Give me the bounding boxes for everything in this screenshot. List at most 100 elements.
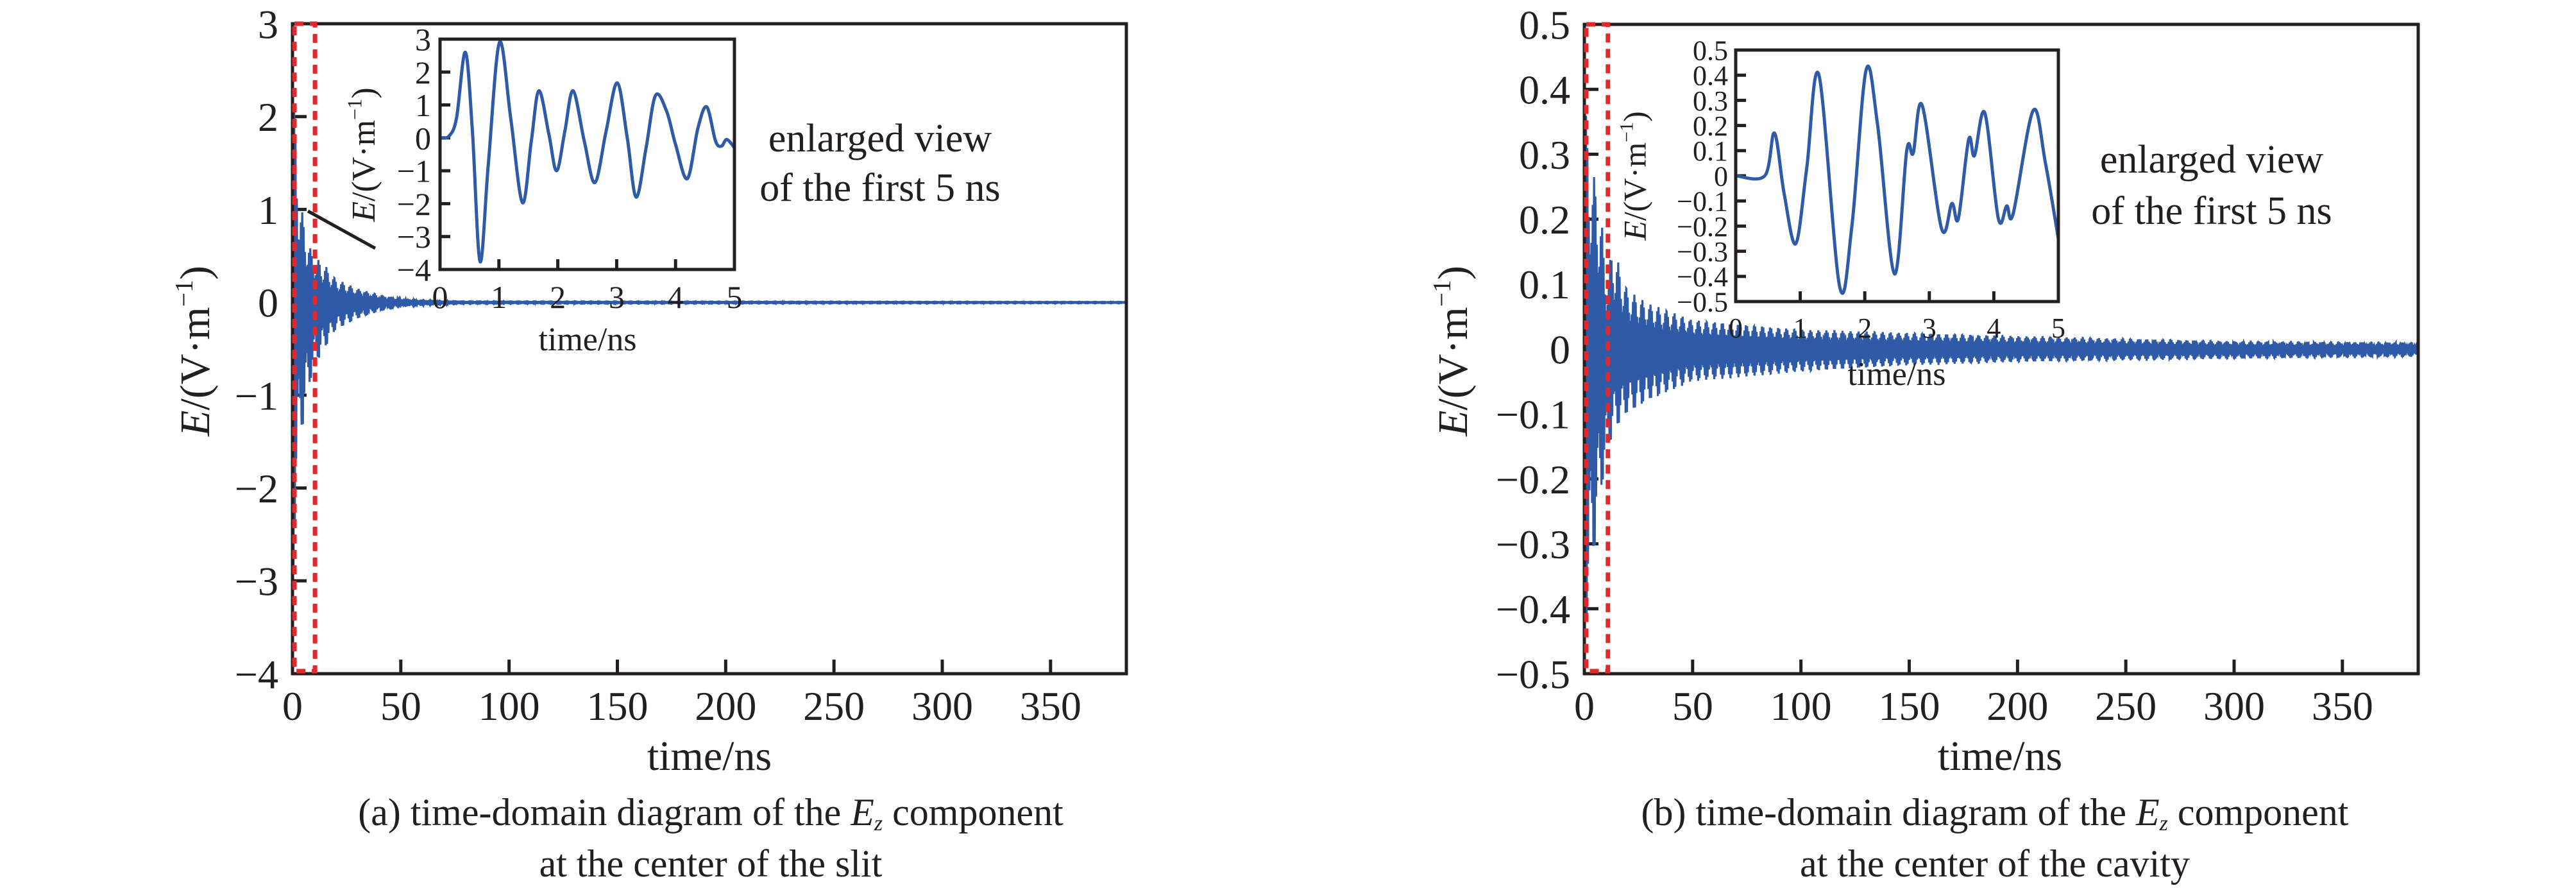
x-tick-label: 200 (695, 683, 756, 729)
y-tick-label: −1 (397, 153, 431, 189)
y-tick-label: −0.3 (1677, 236, 1728, 268)
x-tick-label: 300 (2203, 683, 2265, 729)
y-tick-label: −2 (397, 186, 431, 222)
highlight-box (292, 21, 318, 674)
x-tick-label: 0 (1574, 683, 1595, 729)
series-line (291, 97, 1128, 575)
x-tick-label: 0 (1729, 312, 1743, 344)
y-tick-label: 0 (1550, 327, 1570, 372)
y-tick-label: 0.2 (1519, 197, 1570, 243)
ylabel-unit: /(V·m (1430, 307, 1477, 410)
inset-frame (438, 37, 736, 271)
caption-a-line2: at the center of the slit (539, 842, 883, 885)
y-tick-label: 1 (258, 187, 278, 233)
y-tick-label: 0.4 (1693, 60, 1728, 92)
y-axis-label-text: E/(V·m−1) (1428, 266, 1477, 437)
caption-text: component (883, 791, 1063, 833)
x-tick-label: 0 (282, 683, 303, 729)
y-tick-label: −3 (397, 219, 431, 255)
y-tick-label: 0.3 (1519, 132, 1570, 178)
x-tick-label: 250 (803, 683, 865, 729)
x-tick-label: 100 (479, 683, 540, 729)
ylabel-symbol: E (346, 201, 382, 223)
y-tick-label: 0 (1714, 160, 1728, 192)
y-tick-label: 0.3 (1693, 85, 1728, 117)
y-tick-label: −3 (235, 559, 278, 604)
inset-y-axis-label: E/(V·m−1) (1616, 111, 1653, 241)
caption-a: (a) time-domain diagram of the Ez compon… (358, 793, 1063, 835)
x-tick-label: 150 (1878, 683, 1940, 729)
ylabel-symbol: E (1430, 411, 1477, 437)
x-tick-label: 5 (727, 279, 743, 315)
caption-b: (b) time-domain diagram of the Ez compon… (1641, 793, 2349, 835)
x-tick-label: 4 (668, 279, 684, 315)
y-axis-label: E/(V·m−1) (1428, 266, 1477, 437)
x-tick-label: 5 (2051, 312, 2065, 344)
caption-text: component (2167, 791, 2349, 833)
annotation-line1: enlarged view (2100, 138, 2324, 182)
ylabel-exponent: −1 (343, 99, 366, 120)
y-tick-label: −1 (235, 373, 278, 418)
ylabel-exponent: −1 (1616, 122, 1638, 142)
y-tick-label: −0.5 (1496, 651, 1570, 697)
y-axis-label-text: E/(V·m−1) (170, 266, 219, 437)
ylabel-close: ) (1617, 111, 1653, 122)
inset-y-axis-label: E/(V·m−1) (343, 87, 382, 222)
x-tick-label: 50 (1672, 683, 1713, 729)
inset-series-line (1735, 64, 2060, 295)
plot-frame (1582, 22, 2420, 676)
x-axis-label: time/ns (1938, 733, 2062, 780)
y-tick-label: −0.1 (1496, 392, 1570, 438)
ylabel-symbol: E (172, 411, 219, 437)
y-tick-label: −0.2 (1677, 211, 1728, 243)
ylabel-exponent: −1 (170, 280, 198, 307)
caption-symbol: E (851, 791, 874, 833)
ylabel-close: ) (1430, 266, 1477, 280)
chart-a: 0 50 100 150 200 250 300 3503210−1−2−3−4E/(V·m−… (170, 1, 1128, 780)
y-tick-label: 3 (258, 1, 278, 47)
inset-frame (1734, 48, 2060, 303)
caption-symbol: E (2135, 791, 2160, 833)
series-line (1583, 115, 2419, 617)
caption-b-line2: at the center of the cavity (1799, 842, 2190, 885)
caption-text: (b) time-domain diagram of the (1641, 791, 2136, 833)
x-tick-label: 4 (1987, 312, 2001, 344)
y-tick-label: −4 (397, 252, 431, 288)
ylabel-close: ) (172, 266, 219, 280)
y-tick-label: 2 (258, 94, 278, 140)
inset-b: 0 1 2 3 4 50.50.40.30.20.10−0.1−0.2−0.3−0.4−0… (1616, 35, 2066, 393)
y-tick-label: −0.3 (1496, 522, 1570, 567)
annotation-line1: enlarged view (768, 117, 992, 160)
caption-subscript: z (874, 812, 883, 835)
inset-y-axis-label-text: E/(V·m−1) (343, 87, 382, 222)
y-tick-label: −0.1 (1677, 186, 1728, 218)
y-tick-label: 0.4 (1519, 67, 1570, 113)
x-tick-label: 100 (1770, 683, 1832, 729)
x-tick-label: 200 (1987, 683, 2048, 729)
y-tick-label: −0.2 (1496, 457, 1570, 502)
x-axis-label: time/ns (647, 733, 772, 780)
ylabel-exponent: −1 (1428, 280, 1456, 307)
y-tick-label: −2 (235, 466, 278, 511)
y-tick-label: 0.1 (1693, 135, 1728, 167)
annotation-line2: of the first 5 ns (759, 166, 1000, 210)
inset-y-axis-label-text: E/(V·m−1) (1616, 111, 1653, 241)
inset-series-line (439, 40, 736, 264)
x-tick-label: 2 (1858, 312, 1872, 344)
inset-x-axis-label: time/ns (1847, 356, 1945, 393)
y-tick-label: −0.4 (1677, 261, 1728, 293)
x-tick-label: 3 (609, 279, 625, 315)
x-tick-label: 0 (432, 279, 448, 315)
connector-line (307, 209, 377, 250)
x-tick-label: 350 (1020, 683, 1081, 729)
x-tick-label: 350 (2312, 683, 2373, 729)
ylabel-unit: /(V·m (172, 307, 219, 410)
annotation-line2: of the first 5 ns (2091, 189, 2332, 233)
x-tick-label: 150 (586, 683, 648, 729)
plot-frame (291, 22, 1128, 676)
y-tick-label: 0.1 (1519, 262, 1570, 307)
y-tick-label: −4 (235, 651, 278, 697)
ylabel-unit: /(V·m (1617, 142, 1653, 221)
